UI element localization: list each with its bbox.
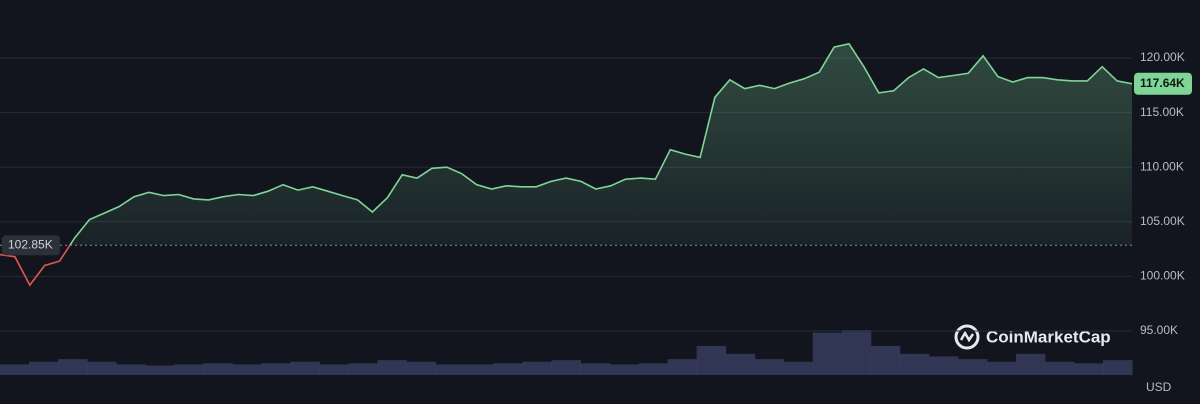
baseline-badge bbox=[2, 235, 60, 256]
volume-bar bbox=[116, 364, 146, 375]
volume-bar bbox=[551, 360, 582, 375]
area bbox=[69, 43, 1132, 246]
volume-bar bbox=[725, 353, 756, 375]
volume-bar bbox=[203, 363, 233, 375]
volume-bar bbox=[580, 363, 611, 375]
watermark: CoinMarketCap bbox=[954, 324, 1111, 350]
volume-bar bbox=[377, 360, 407, 375]
volume-bar bbox=[609, 364, 640, 375]
last-price-badge bbox=[1134, 72, 1192, 95]
volume-bar bbox=[638, 363, 669, 375]
volume-bar bbox=[348, 363, 378, 375]
volume-bar bbox=[783, 361, 814, 375]
baseline-label: 102.85K bbox=[8, 237, 53, 251]
y-tick-label: 120.00K bbox=[1140, 50, 1185, 64]
volume-bar bbox=[522, 361, 552, 375]
volume-bar bbox=[0, 364, 30, 375]
volume-bar bbox=[1102, 360, 1133, 375]
volume-bar bbox=[841, 330, 872, 375]
last-price-label: 117.64K bbox=[1140, 76, 1185, 90]
volume-bar bbox=[58, 359, 88, 375]
volume-bar bbox=[754, 359, 785, 375]
y-tick-label: 95.00K bbox=[1140, 323, 1178, 337]
volume-bar bbox=[957, 359, 988, 375]
volume-bar bbox=[290, 361, 320, 375]
volume-bar bbox=[145, 365, 175, 375]
watermark-logo-mark bbox=[959, 330, 975, 343]
y-tick-label: 105.00K bbox=[1140, 214, 1185, 228]
volume-bar bbox=[1015, 353, 1046, 375]
volume-bar bbox=[696, 345, 727, 375]
watermark-text: CoinMarketCap bbox=[986, 327, 1111, 346]
y-tick-label: 110.00K bbox=[1140, 159, 1184, 173]
volume-bar bbox=[1044, 361, 1075, 375]
volume-bar bbox=[406, 361, 436, 375]
volume-bar bbox=[899, 353, 930, 375]
volume-bar bbox=[232, 364, 262, 375]
volume-bar bbox=[928, 356, 959, 375]
volume-bar bbox=[870, 345, 901, 375]
volume-bar bbox=[493, 363, 523, 375]
axis-unit: USD bbox=[1146, 380, 1172, 394]
volume-bar bbox=[319, 364, 349, 375]
volume-bar bbox=[29, 361, 59, 375]
volume-bar bbox=[812, 332, 843, 375]
volume-bar bbox=[435, 364, 465, 375]
volume-bar bbox=[1073, 363, 1104, 375]
y-tick-label: 115.00K bbox=[1140, 105, 1184, 119]
volume-bar bbox=[174, 364, 204, 375]
y-tick-label: 100.00K bbox=[1140, 269, 1185, 283]
volume-bar bbox=[667, 359, 698, 375]
price-line-up bbox=[68, 42, 1133, 246]
volume-bar bbox=[261, 363, 291, 375]
volume-bar bbox=[87, 361, 117, 375]
volume-bar bbox=[464, 364, 494, 375]
volume-bar bbox=[986, 361, 1017, 375]
watermark-logo bbox=[954, 324, 980, 350]
